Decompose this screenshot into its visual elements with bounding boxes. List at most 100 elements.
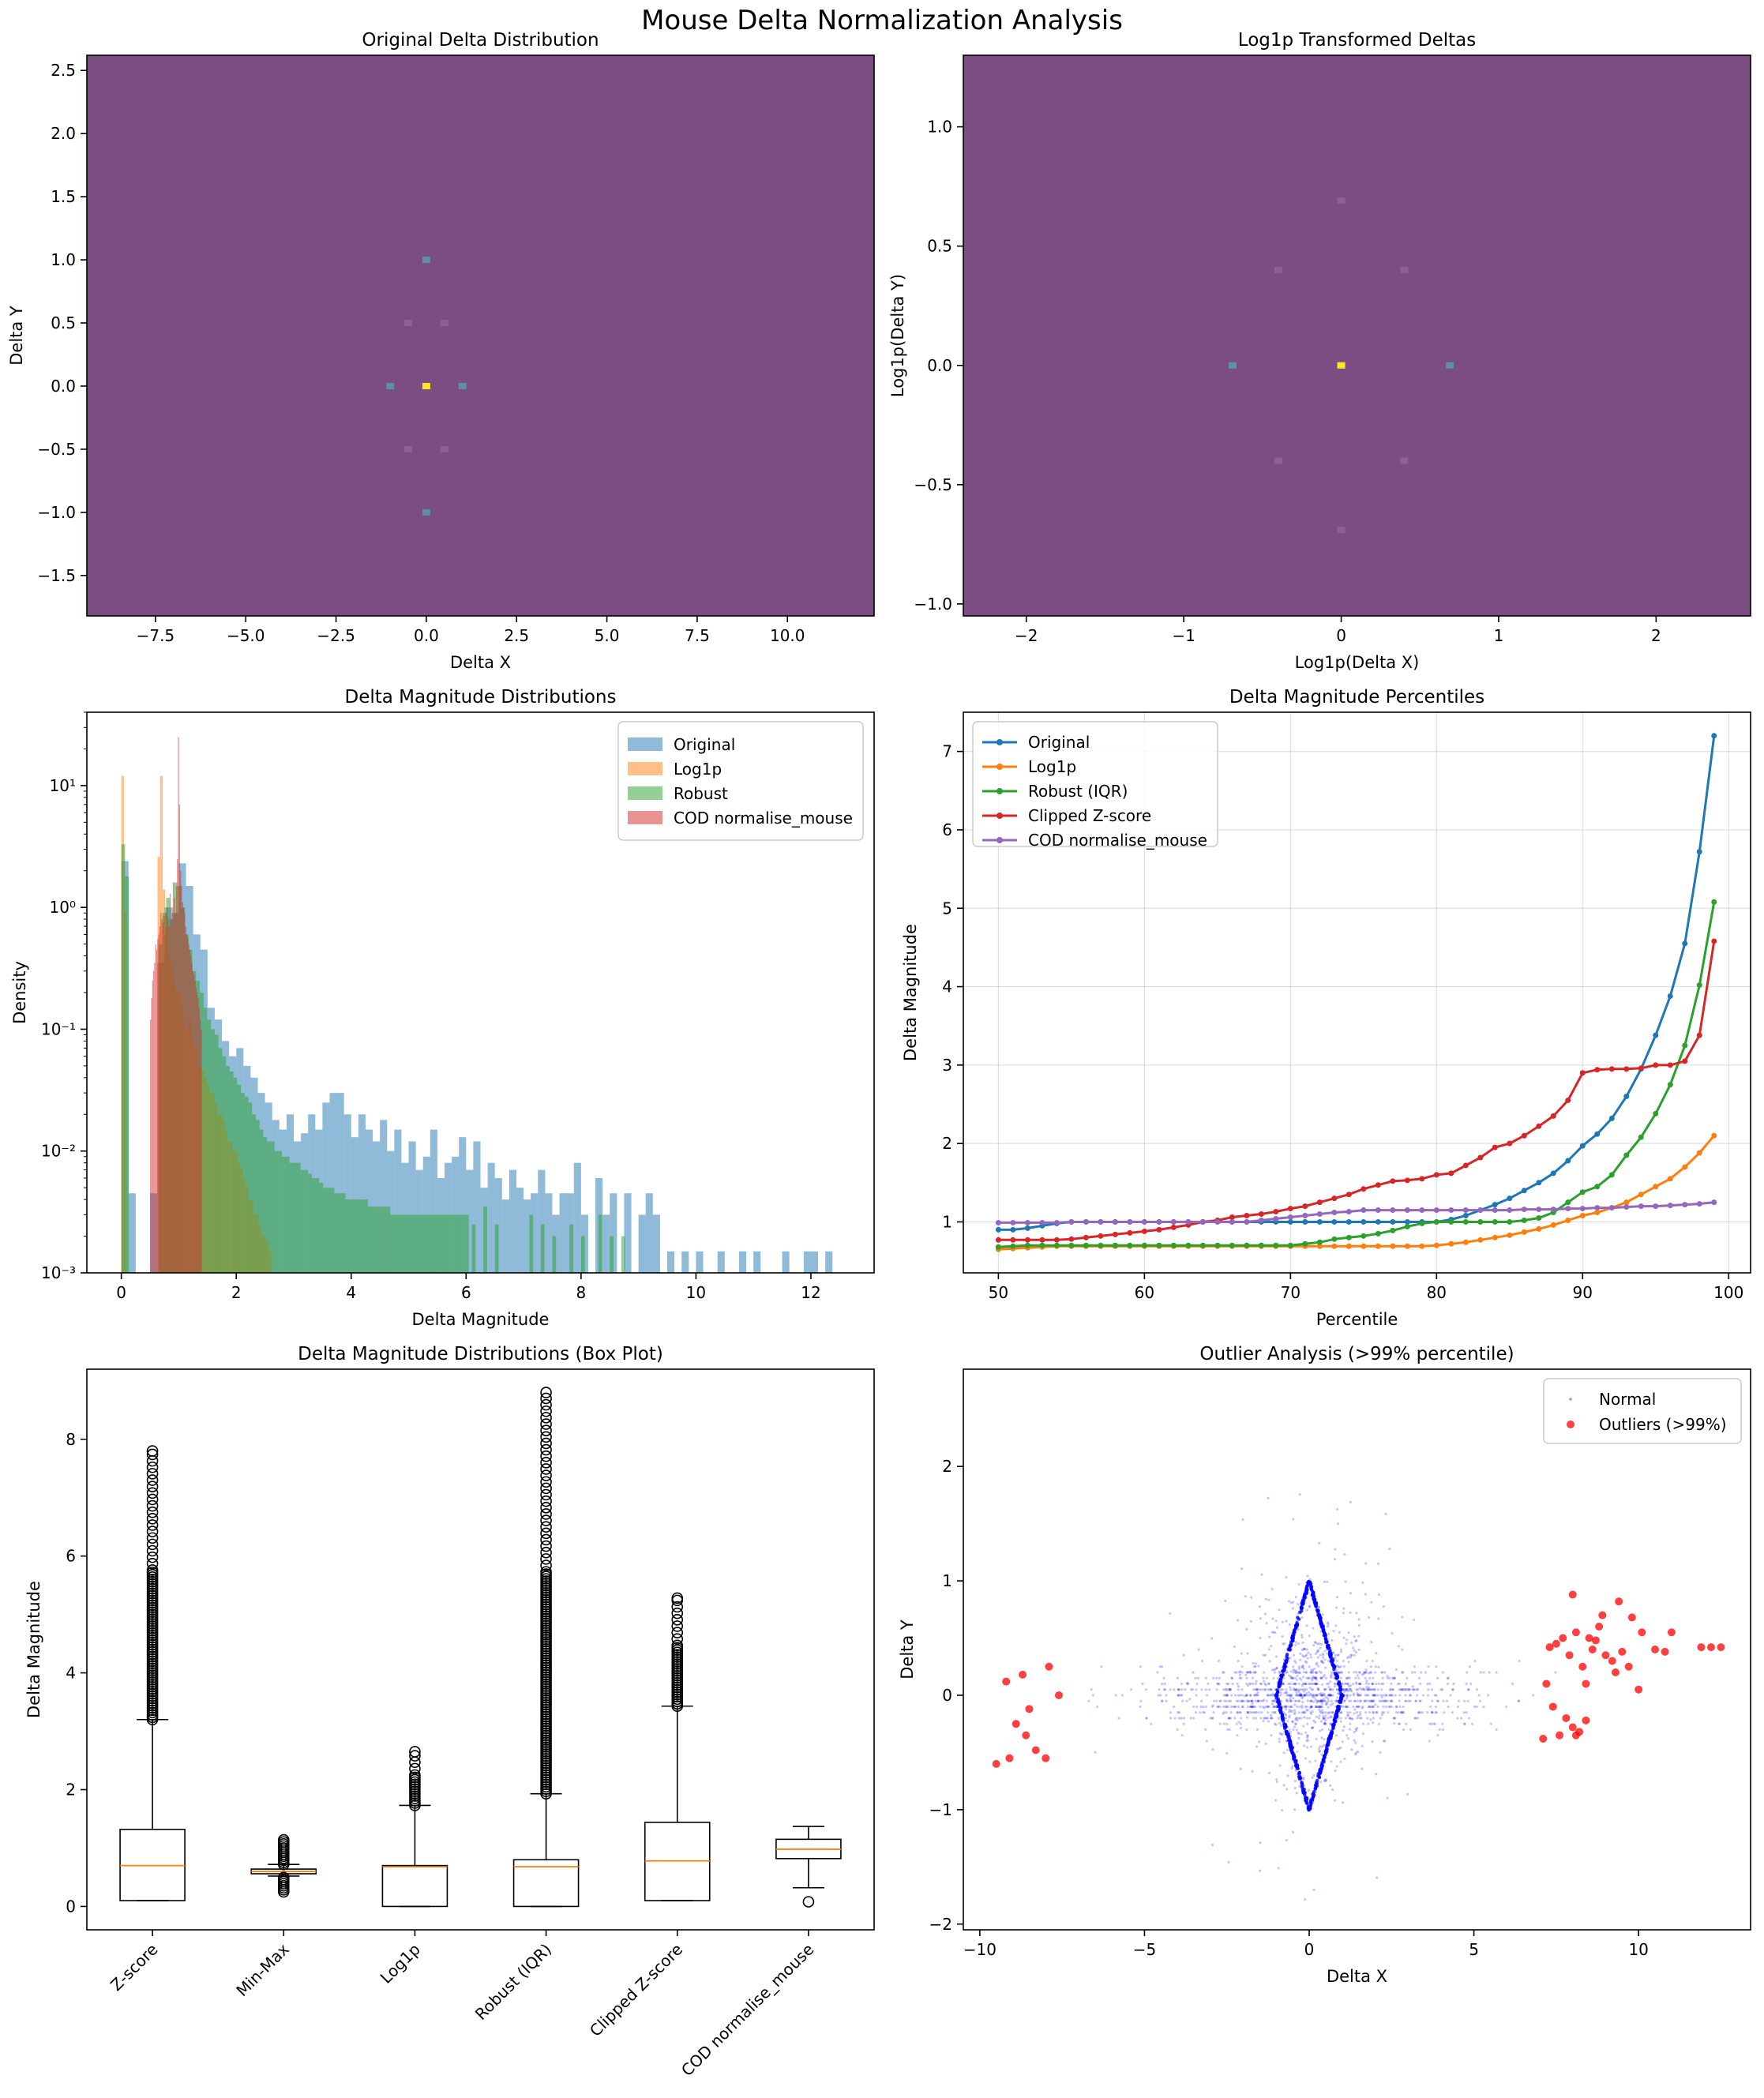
normal-point (1376, 1705, 1379, 1709)
normal-point (1414, 1717, 1417, 1720)
series-point (1287, 1206, 1293, 1212)
normal-point (1389, 1688, 1392, 1691)
normal-point (1263, 1706, 1266, 1710)
normal-point (1245, 1728, 1248, 1732)
y-axis-label: Delta Magnitude (24, 1581, 43, 1718)
normal-point (1311, 1795, 1315, 1799)
normal-point (1388, 1548, 1391, 1551)
x-tick-label: Robust (IQR) (471, 1940, 555, 2024)
normal-point (1334, 1548, 1337, 1551)
normal-point (1402, 1688, 1405, 1691)
normal-point (1278, 1671, 1281, 1674)
normal-point (1420, 1671, 1423, 1674)
normal-point (1395, 1668, 1398, 1672)
series-point (1127, 1218, 1133, 1225)
normal-point (1161, 1682, 1164, 1686)
scatter-points (992, 1493, 1725, 1901)
normal-point (1357, 1623, 1361, 1627)
normal-point (1246, 1711, 1250, 1714)
histogram-bar (177, 858, 178, 1273)
normal-point (1285, 1748, 1289, 1751)
normal-point (1180, 1699, 1184, 1702)
x-tick-label: 10 (1628, 1940, 1648, 1959)
heatmap-background (963, 55, 1751, 616)
normal-point (1324, 1702, 1327, 1706)
normal-point (1374, 1694, 1377, 1697)
normal-point (1278, 1732, 1282, 1735)
normal-point (1255, 1688, 1259, 1691)
series-point (1024, 1225, 1030, 1231)
normal-point (1277, 1867, 1280, 1870)
normal-point (1341, 1682, 1344, 1686)
normal-point (1267, 1711, 1270, 1714)
normal-point (1287, 1733, 1290, 1736)
normal-point (1392, 1717, 1395, 1720)
normal-point (1346, 1694, 1349, 1697)
flier (540, 1553, 552, 1565)
normal-point (1289, 1682, 1292, 1686)
normal-point (1233, 1717, 1237, 1720)
normal-point (1353, 1699, 1357, 1702)
normal-point (1270, 1717, 1273, 1720)
heatmap-cell (1400, 457, 1409, 464)
normal-point (1305, 1671, 1308, 1674)
normal-point (1360, 1717, 1363, 1720)
flier (540, 1521, 552, 1533)
normal-point (1252, 1705, 1255, 1709)
normal-point (1169, 1717, 1173, 1720)
normal-point (1265, 1621, 1268, 1625)
normal-point (1334, 1682, 1337, 1686)
normal-point (1341, 1740, 1344, 1743)
normal-point (1210, 1717, 1214, 1720)
histogram-bar (405, 1214, 409, 1273)
normal-point (1307, 1582, 1311, 1586)
normal-point (1180, 1717, 1183, 1720)
series-point (1711, 1199, 1717, 1206)
normal-point (1359, 1694, 1362, 1697)
histogram-bar (182, 902, 183, 1273)
normal-point (1269, 1688, 1272, 1691)
normal-point (1338, 1747, 1341, 1750)
normal-point (1238, 1673, 1242, 1676)
normal-point (1356, 1717, 1359, 1720)
normal-point (1318, 1749, 1322, 1752)
normal-point (1339, 1717, 1342, 1720)
normal-point (1413, 1717, 1417, 1720)
normal-point (1343, 1757, 1346, 1760)
normal-point (1303, 1711, 1306, 1714)
series-point (1623, 1066, 1630, 1072)
normal-point (1390, 1699, 1393, 1702)
normal-point (1355, 1612, 1358, 1615)
outlier-point (1552, 1639, 1560, 1648)
normal-point (1332, 1722, 1336, 1727)
normal-point (1257, 1665, 1260, 1668)
normal-point (1252, 1694, 1256, 1697)
outlier-point (1575, 1728, 1584, 1736)
normal-point (1258, 1869, 1262, 1872)
normal-point (1281, 1808, 1284, 1812)
normal-point (1334, 1558, 1337, 1561)
normal-point (1292, 1601, 1295, 1604)
normal-point (1224, 1694, 1227, 1697)
normal-point (1270, 1717, 1274, 1720)
normal-point (1319, 1764, 1323, 1769)
normal-point (1305, 1624, 1308, 1627)
legend-label: Original (674, 735, 735, 754)
normal-point (1224, 1599, 1227, 1603)
histogram-bar (203, 1008, 208, 1273)
normal-point (1189, 1688, 1193, 1691)
normal-point (1285, 1688, 1288, 1691)
normal-point (1312, 1694, 1315, 1697)
normal-point (1319, 1770, 1323, 1775)
normal-point (1222, 1688, 1225, 1691)
normal-point (1293, 1659, 1297, 1663)
normal-point (1293, 1682, 1297, 1686)
normal-point (1301, 1682, 1304, 1686)
box-plot-chart: Z-score Min-Max Log1p Robust (IQR) Clipped Z… (24, 1344, 875, 2080)
normal-point (1466, 1688, 1470, 1691)
x-tick-label: −7.5 (137, 626, 175, 645)
normal-point (1339, 1665, 1342, 1668)
normal-point (1328, 1694, 1332, 1697)
normal-point (1308, 1717, 1312, 1720)
histogram-bar (393, 1214, 398, 1273)
